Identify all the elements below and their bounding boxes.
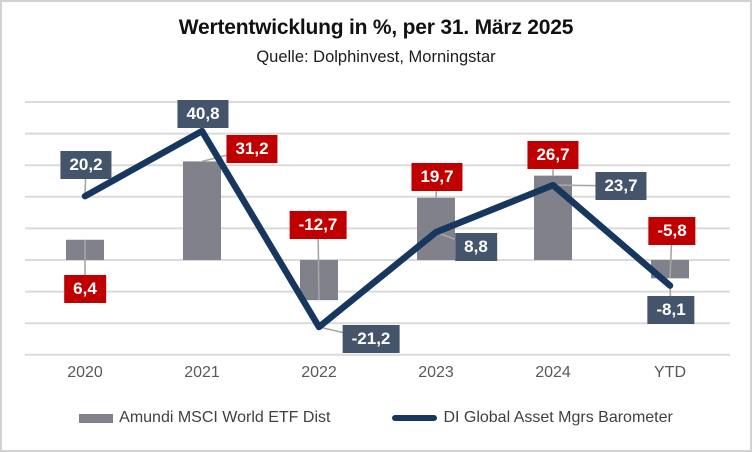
legend-item-line-series: DI Global Asset Mgrs Barometer	[392, 409, 673, 427]
leader-line	[317, 224, 320, 301]
legend-label-line-series: DI Global Asset Mgrs Barometer	[443, 409, 673, 426]
bar-2021	[183, 161, 221, 260]
leader-line	[435, 176, 438, 198]
legend: Amundi MSCI World ETF Dist DI Global Ass…	[2, 409, 750, 427]
legend-label-bar-series: Amundi MSCI World ETF Dist	[119, 409, 331, 426]
leader-line	[201, 148, 253, 163]
legend-item-bar-series: Amundi MSCI World ETF Dist	[79, 409, 330, 427]
chart-subtitle: Quelle: Dolphinvest, Morningstar	[256, 48, 496, 66]
leader-line	[552, 184, 622, 187]
leader-line	[318, 326, 372, 340]
leader-line	[669, 285, 672, 311]
bar-series-swatch-icon	[79, 413, 114, 423]
leader-line	[84, 164, 87, 197]
chart-title: Wertentwicklung in %, per 31. März 2025	[178, 16, 574, 39]
line-series	[81, 127, 674, 331]
line-series-swatch-icon	[392, 415, 438, 421]
